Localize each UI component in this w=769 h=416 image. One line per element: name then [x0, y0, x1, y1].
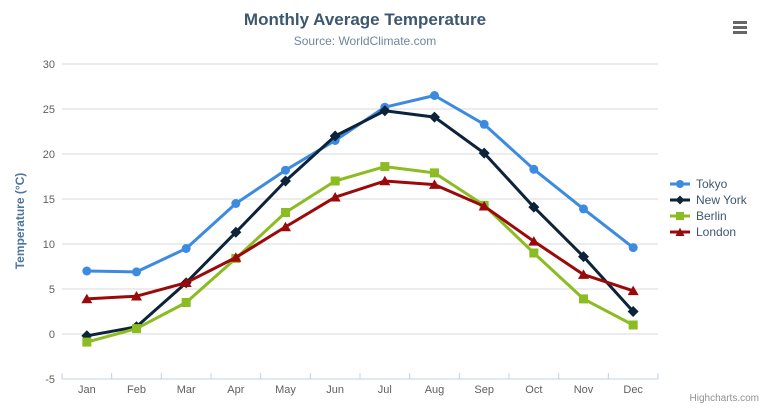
x-tick-label: Dec: [623, 384, 643, 396]
series-marker-new-york[interactable]: [627, 306, 639, 317]
series-marker-london[interactable]: [478, 201, 490, 211]
series-marker-london[interactable]: [81, 293, 93, 304]
chart-title: Monthly Average Temperature: [243, 10, 487, 29]
y-tick-label: 0: [49, 329, 55, 341]
x-tick-label: Aug: [425, 384, 445, 396]
series-marker-berlin[interactable]: [579, 294, 588, 304]
series-marker-new-york[interactable]: [429, 111, 440, 123]
y-tick-label: 20: [43, 149, 55, 161]
series-marker-london[interactable]: [180, 277, 192, 288]
series-marker-berlin[interactable]: [330, 176, 340, 186]
legend-item-tokyo[interactable]: Tokyo: [669, 177, 747, 191]
x-tick-label: Sep: [474, 384, 494, 396]
series-marker-london[interactable]: [230, 252, 242, 262]
series-marker-new-york[interactable]: [230, 226, 242, 238]
series-marker-tokyo[interactable]: [628, 243, 638, 253]
x-tick-label: Jun: [326, 384, 344, 396]
highcharts-credits-link[interactable]: Highcharts.com: [689, 393, 759, 404]
series-marker-new-york[interactable]: [528, 201, 540, 213]
series-line-berlin[interactable]: [85, 165, 635, 344]
series-marker-london[interactable]: [528, 236, 540, 246]
series-marker-berlin[interactable]: [82, 337, 92, 347]
y-tick-label: -5: [45, 374, 55, 386]
series-marker-new-york[interactable]: [329, 130, 341, 142]
series-marker-tokyo[interactable]: [281, 165, 290, 175]
hamburger-menu-icon[interactable]: [731, 19, 750, 36]
x-tick-label: Jul: [378, 384, 392, 396]
legend-label: London: [696, 225, 737, 239]
series-marker-tokyo[interactable]: [231, 199, 241, 208]
x-tick-label: Apr: [227, 384, 244, 396]
legend-label: Tokyo: [696, 177, 728, 191]
series-marker-berlin[interactable]: [430, 168, 439, 178]
series-marker-new-york[interactable]: [379, 105, 391, 117]
series-marker-london[interactable]: [429, 179, 440, 189]
x-tick-label: Oct: [525, 384, 542, 396]
series-line-london[interactable]: [85, 179, 635, 301]
legend-item-berlin[interactable]: Berlin: [669, 209, 747, 223]
y-tick-label: 10: [43, 239, 55, 251]
series-marker-berlin[interactable]: [132, 324, 141, 334]
x-tick-label: Feb: [127, 384, 146, 396]
y-tick-label: 5: [49, 284, 55, 296]
series-marker-tokyo[interactable]: [181, 244, 191, 253]
series-marker-berlin[interactable]: [380, 162, 390, 172]
series-marker-london[interactable]: [329, 192, 341, 202]
y-tick-label: 15: [43, 194, 55, 206]
series-marker-tokyo[interactable]: [82, 266, 92, 276]
series-marker-tokyo[interactable]: [579, 204, 588, 214]
series-marker-london[interactable]: [280, 221, 291, 232]
series-marker-berlin[interactable]: [181, 298, 191, 307]
series-marker-new-york[interactable]: [280, 175, 291, 187]
series-marker-berlin[interactable]: [628, 320, 638, 330]
series-marker-berlin[interactable]: [529, 248, 539, 258]
x-tick-label: May: [275, 384, 296, 396]
series-marker-london[interactable]: [131, 291, 142, 301]
series-marker-tokyo[interactable]: [479, 119, 489, 129]
series-marker-berlin[interactable]: [281, 208, 290, 217]
legend: Tokyo New York Berlin London: [669, 177, 747, 241]
legend-marker-triangle-icon: [670, 227, 690, 236]
series-line-new-york[interactable]: [85, 109, 635, 338]
legend-label: New York: [696, 193, 747, 207]
series-marker-london[interactable]: [627, 285, 639, 296]
series-marker-new-york[interactable]: [478, 147, 490, 159]
y-tick-label: 30: [43, 59, 55, 71]
series-marker-new-york[interactable]: [578, 251, 589, 263]
legend-label: Berlin: [696, 209, 727, 223]
legend-item-london[interactable]: London: [669, 225, 747, 239]
legend-marker-circle-icon: [670, 180, 690, 188]
series-marker-london[interactable]: [578, 269, 589, 279]
y-tick-label: 25: [43, 104, 55, 116]
legend-marker-diamond-icon: [670, 195, 690, 205]
x-tick-label: Nov: [574, 384, 594, 396]
chart-subtitle: Source: WorldClimate.com: [293, 34, 437, 48]
series-marker-tokyo[interactable]: [529, 164, 539, 174]
series-marker-tokyo[interactable]: [132, 267, 141, 277]
x-tick-label: Mar: [177, 384, 196, 396]
legend-marker-square-icon: [670, 212, 690, 220]
legend-item-new-york[interactable]: New York: [669, 193, 747, 207]
x-tick-label: Jan: [78, 384, 96, 396]
series-marker-london[interactable]: [379, 175, 391, 186]
series-marker-tokyo[interactable]: [430, 91, 439, 100]
